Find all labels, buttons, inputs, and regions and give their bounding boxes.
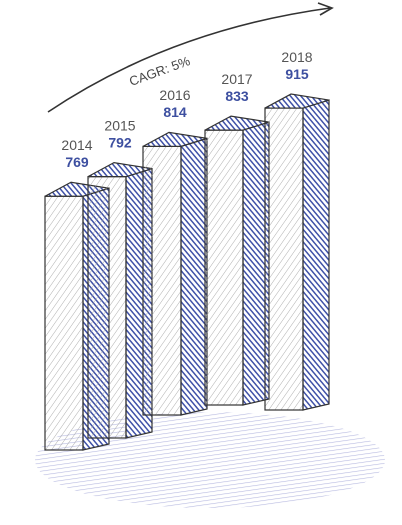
bar-top [264, 93, 330, 109]
value-label: 915 [285, 66, 309, 82]
bar [142, 145, 182, 416]
value-label: 833 [225, 88, 249, 104]
annotation: CAGR: 5% [127, 53, 192, 89]
bar [264, 107, 304, 411]
bar [87, 176, 127, 439]
value-label: 769 [65, 154, 89, 170]
category-label: 2018 [281, 49, 312, 65]
trend-arrow [47, 7, 331, 113]
category-label: 2016 [159, 87, 190, 103]
category-label: 2017 [221, 71, 252, 87]
category-label: 2015 [104, 117, 135, 133]
category-label: 2014 [61, 137, 92, 153]
value-label: 792 [108, 134, 132, 150]
bar-side [302, 99, 330, 411]
bar-side [180, 137, 208, 416]
arrow-head [317, 2, 334, 16]
bar [44, 195, 84, 451]
value-label: 814 [163, 104, 187, 120]
bars [44, 93, 330, 451]
bar [204, 129, 244, 406]
